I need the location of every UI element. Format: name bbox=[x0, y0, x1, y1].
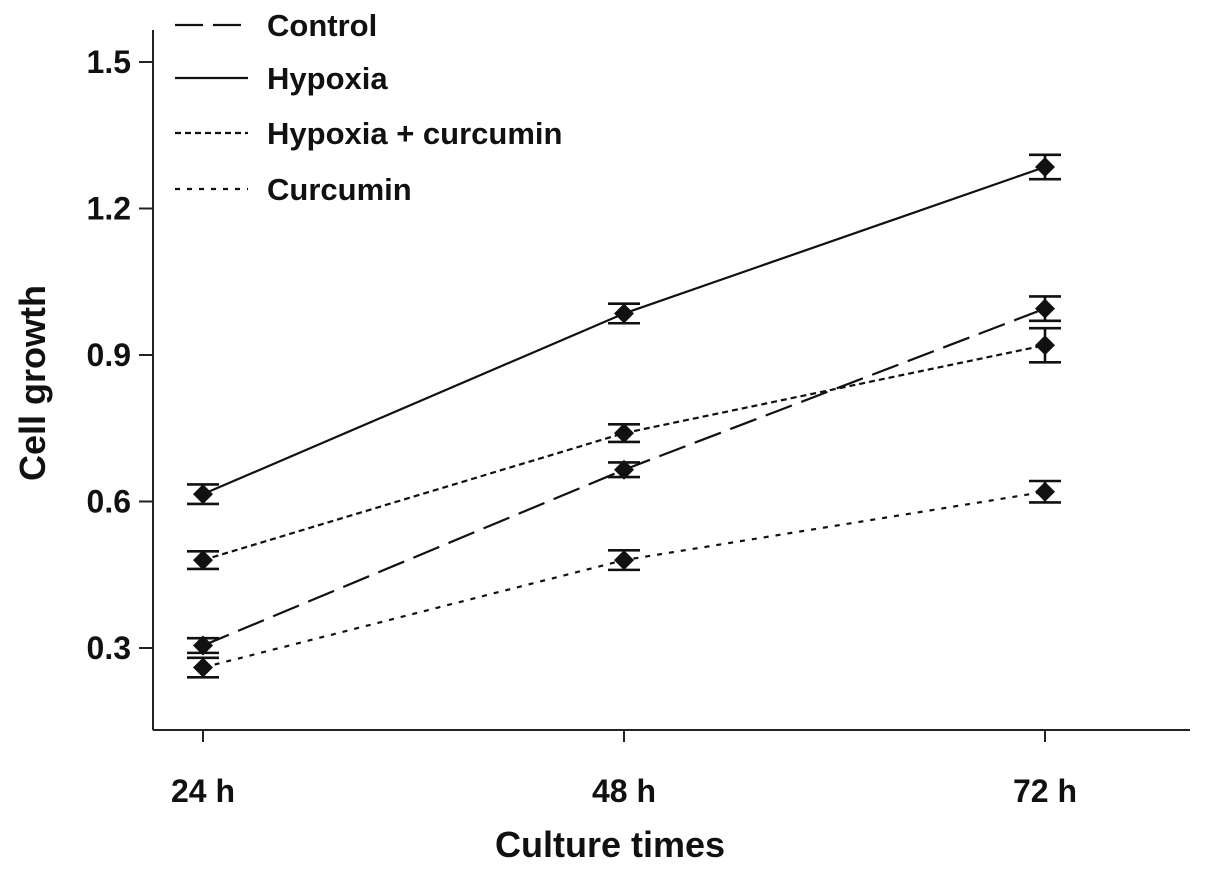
data-point bbox=[1035, 335, 1055, 356]
data-point bbox=[193, 484, 213, 505]
data-point bbox=[1035, 481, 1055, 502]
y-axis-ticks: 0.3 0.6 0.9 1.2 1.5 bbox=[87, 44, 153, 666]
y-tick-label: 0.6 bbox=[87, 484, 131, 520]
legend-item-curcumin: Curcumin bbox=[175, 172, 412, 207]
data-point bbox=[193, 657, 213, 678]
legend-item-control: Control bbox=[175, 8, 377, 43]
legend-label: Curcumin bbox=[267, 172, 412, 207]
legend-label: Hypoxia + curcumin bbox=[267, 116, 562, 151]
x-tick-label: 72 h bbox=[1013, 773, 1077, 809]
data-point bbox=[614, 423, 634, 444]
x-axis-title: Culture times bbox=[495, 824, 725, 865]
y-tick-label: 1.2 bbox=[87, 191, 131, 227]
data-point bbox=[614, 459, 634, 480]
data-point bbox=[1035, 156, 1055, 177]
x-tick-label: 24 h bbox=[171, 773, 235, 809]
y-tick-label: 1.5 bbox=[87, 44, 131, 80]
x-axis-ticks: 24 h 48 h 72 h bbox=[171, 730, 1077, 809]
series-line-hypoxia-curcumin bbox=[202, 344, 1046, 562]
series-hypoxia-curcumin bbox=[187, 326, 1061, 571]
x-tick-label: 48 h bbox=[592, 773, 656, 809]
series-line-hypoxia bbox=[202, 165, 1046, 496]
series-layer bbox=[187, 153, 1061, 679]
legend-item-hypoxia: Hypoxia bbox=[175, 61, 388, 96]
legend-label: Hypoxia bbox=[267, 61, 388, 96]
series-line-curcumin bbox=[202, 490, 1046, 669]
series-curcumin bbox=[187, 479, 1061, 679]
series-control bbox=[187, 295, 1061, 656]
data-point bbox=[1035, 298, 1055, 319]
series-hypoxia bbox=[187, 153, 1061, 506]
y-tick-label: 0.9 bbox=[87, 337, 131, 373]
legend-label: Control bbox=[267, 8, 377, 43]
data-point bbox=[614, 550, 634, 571]
y-tick-label: 0.3 bbox=[87, 630, 131, 666]
data-point bbox=[193, 635, 213, 656]
legend: Control Hypoxia Hypoxia + curcumin Curcumin bbox=[175, 8, 562, 207]
data-point bbox=[193, 550, 213, 571]
legend-item-hypoxia-curcumin: Hypoxia + curcumin bbox=[175, 116, 562, 151]
data-point bbox=[614, 303, 634, 324]
y-axis-title: Cell growth bbox=[12, 285, 53, 481]
